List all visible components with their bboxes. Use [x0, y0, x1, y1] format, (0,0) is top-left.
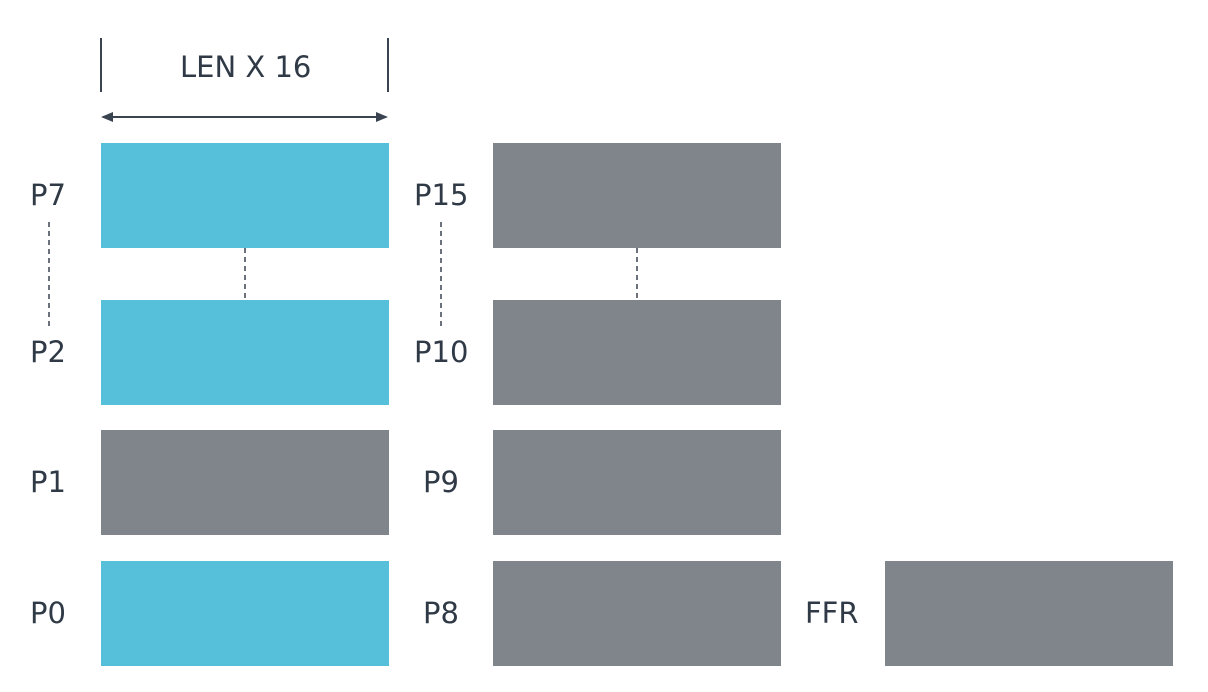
register-label-p7: P7: [30, 178, 66, 212]
register-label-p0: P0: [30, 596, 66, 630]
register-label-ffr: FFR: [805, 596, 859, 630]
register-block-p7: [101, 143, 389, 248]
register-block-ffr: [885, 561, 1173, 666]
register-block-p0: [101, 561, 389, 666]
register-block-p10: [493, 300, 781, 405]
register-label-p1: P1: [30, 465, 66, 499]
register-label-p2: P2: [30, 335, 66, 369]
width-label: LEN X 16: [180, 50, 312, 84]
register-label-p10: P10: [414, 335, 469, 369]
register-block-p8: [493, 561, 781, 666]
register-label-p8: P8: [423, 596, 459, 630]
register-label-p15: P15: [414, 178, 469, 212]
register-block-p2: [101, 300, 389, 405]
register-label-p9: P9: [423, 465, 459, 499]
register-block-p15: [493, 143, 781, 248]
register-block-p1: [101, 430, 389, 535]
register-block-p9: [493, 430, 781, 535]
